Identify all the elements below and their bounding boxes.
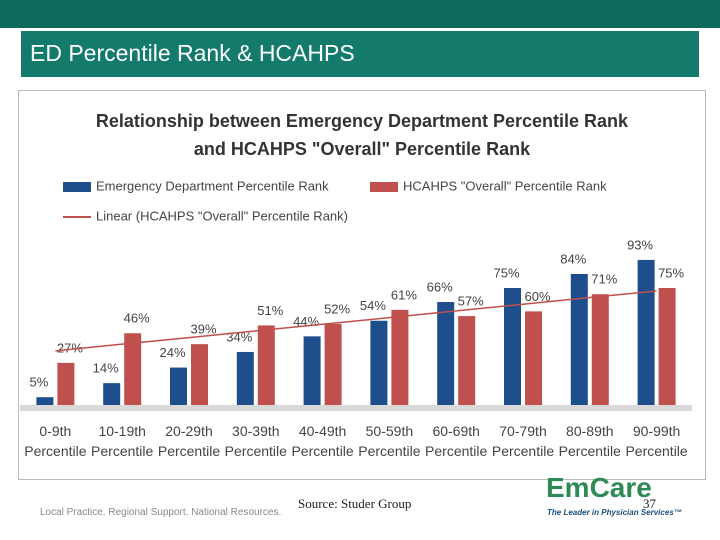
bar [504,288,521,405]
legend-label: Linear (HCAHPS "Overall" Percentile Rank… [96,208,348,223]
data-label: 39% [190,322,216,337]
bar [391,309,409,405]
data-label: 71% [591,272,617,287]
legend-swatch [63,182,91,192]
bar [437,302,455,405]
source-note: Source: Studer Group [298,496,412,511]
bar [658,288,676,405]
data-label: 52% [324,301,350,316]
legend-label: Emergency Department Percentile Rank [96,178,329,193]
page-number: 37 [643,496,656,511]
bar [591,294,609,405]
bar [170,367,187,405]
bar [637,259,655,405]
bar [103,383,121,405]
data-label: 93% [627,237,653,252]
x-tick-label: 90-99th Percentile [625,423,688,459]
legend-swatch [370,182,398,192]
x-tick-label: 60-69th Percentile [425,423,488,459]
bar [370,320,388,405]
logo: EmCare [546,472,652,503]
data-label: 14% [93,361,119,376]
x-tick-label: 40-49th Percentile [291,423,354,459]
data-label: 61% [391,287,417,302]
x-tick-label: 10-19th Percentile [91,423,154,459]
bar [458,316,476,405]
legend-label: HCAHPS "Overall" Percentile Rank [403,178,607,193]
data-label: 51% [257,303,283,318]
data-label: 60% [524,289,550,304]
data-label: 75% [658,265,684,280]
bar [303,336,321,405]
bar [570,273,588,405]
bar [36,397,54,405]
data-label: 57% [458,294,484,309]
data-label: 54% [360,298,386,313]
x-tick-label: 70-79th Percentile [491,423,555,459]
footer-tagline: Local Practice. Regional Support. Nation… [40,507,282,518]
chart-frame [18,90,706,480]
chart-title: Relationship between Emergency Departmen… [95,111,629,159]
x-tick-label: 80-89th Percentile [558,423,621,459]
logo-tagline: The Leader in Physician Services™ [547,508,682,517]
axis-band [20,405,692,411]
data-label: 84% [560,251,586,266]
bar [257,325,275,405]
trend-line [55,290,657,352]
x-tick-label: 0-9th Percentile [24,423,87,459]
top-band [0,0,720,28]
x-tick-label: 50-59th Percentile [358,423,421,459]
data-label: 75% [493,265,519,280]
bar [525,311,542,405]
bar [57,362,75,405]
bar [324,323,342,405]
bar [191,344,208,405]
data-label: 27% [57,340,83,355]
data-label: 46% [124,311,150,326]
slide-title: ED Percentile Rank & HCAHPS [30,40,355,66]
bar [236,351,254,405]
x-tick-label: 30-39th Percentile [224,423,287,459]
bar [124,333,142,405]
data-label: 66% [427,279,453,294]
data-label: 24% [159,345,185,360]
x-tick-label: 20-29th Percentile [157,423,221,459]
title-box [20,30,700,78]
data-label: 5% [30,375,49,390]
